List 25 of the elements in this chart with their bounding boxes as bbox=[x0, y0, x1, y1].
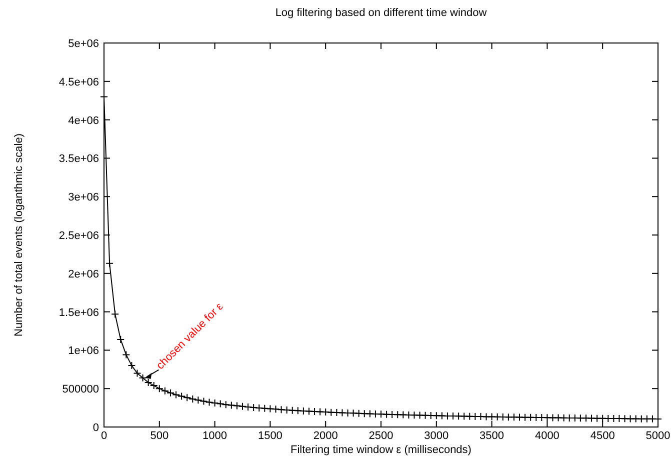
x-tick-label: 2500 bbox=[368, 430, 394, 442]
y-tick-label: 3.5e+06 bbox=[58, 153, 99, 166]
y-tick-label: 5e+06 bbox=[68, 38, 99, 50]
x-tick-label: 0 bbox=[100, 430, 108, 442]
y-tick-label: 1e+06 bbox=[68, 345, 99, 358]
x-tick-label: 3000 bbox=[424, 430, 449, 442]
x-tick-label: 3500 bbox=[480, 430, 504, 442]
y-tick-label: 4.5e+06 bbox=[58, 76, 99, 88]
x-tick-label: 2000 bbox=[313, 430, 338, 442]
y-tick-label: 1.5e+06 bbox=[58, 306, 99, 319]
y-tick-label: 3e+06 bbox=[68, 192, 99, 204]
y-tick-label: 2.5e+06 bbox=[58, 230, 99, 242]
y-tick-label: 2e+06 bbox=[68, 268, 99, 280]
y-axis-title: Number of total events (loganthmic scale) bbox=[13, 134, 25, 336]
x-tick-label: 1000 bbox=[202, 430, 228, 442]
y-tick-label: 0 bbox=[92, 422, 99, 434]
chart-title: Log filtering based on different time window bbox=[275, 7, 487, 19]
x-tick-label: 5000 bbox=[646, 430, 670, 442]
x-tick-label: 4000 bbox=[534, 430, 560, 442]
x-tick-label: 4500 bbox=[590, 430, 615, 442]
x-tick-label: 500 bbox=[150, 430, 169, 442]
x-tick-label: 1500 bbox=[258, 430, 282, 442]
x-axis-title: Filtering time window ε (milliseconds) bbox=[290, 444, 472, 456]
y-tick-label: 4e+06 bbox=[68, 114, 99, 127]
y-tick-label: 500000 bbox=[62, 384, 99, 396]
